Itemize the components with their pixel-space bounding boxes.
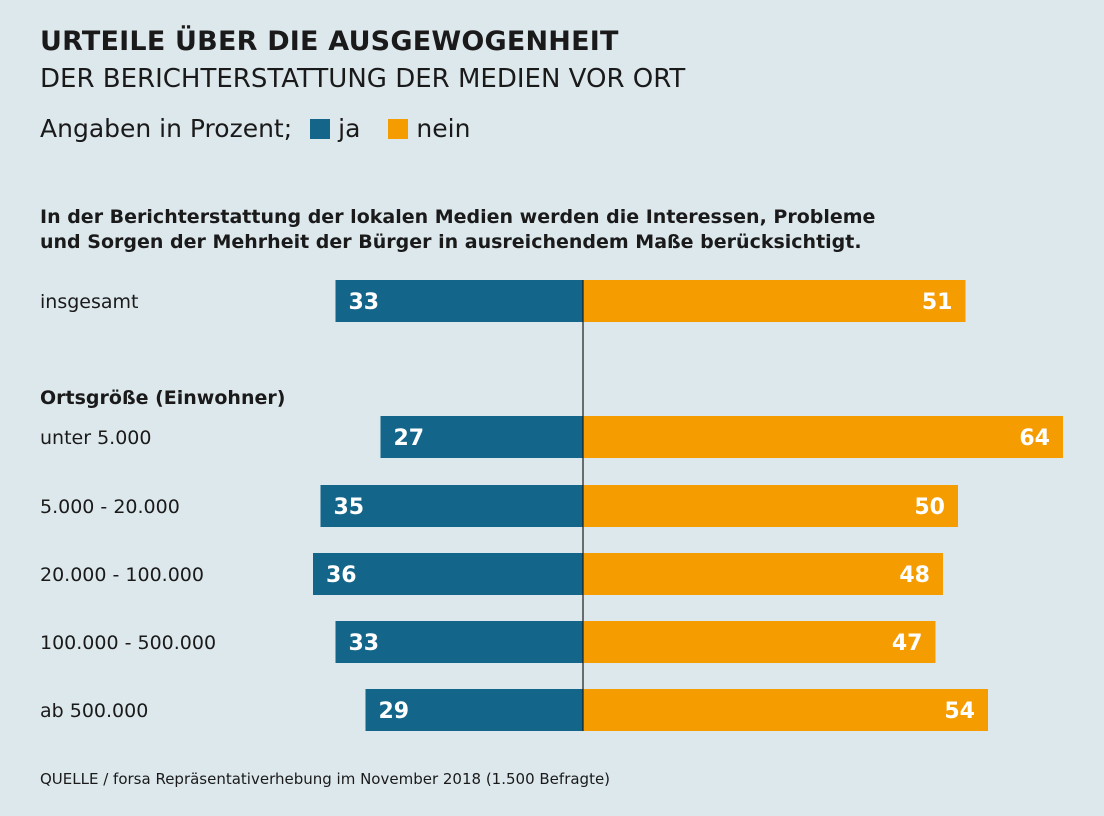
bar-nein (583, 280, 966, 322)
legend-item-nein: nein (388, 114, 470, 143)
data-label-nein: 47 (892, 631, 923, 656)
data-label-nein: 50 (914, 495, 945, 520)
legend-label-ja: ja (338, 114, 361, 143)
row-label: 100.000 - 500.000 (40, 632, 216, 654)
group-heading: Ortsgröße (Einwohner) (40, 387, 285, 409)
data-label-nein: 48 (899, 563, 930, 588)
data-label-nein: 51 (922, 290, 953, 315)
row-label: 20.000 - 100.000 (40, 564, 204, 586)
source-note: QUELLE / forsa Repräsentativerhebung im … (40, 770, 611, 788)
data-label-ja: 33 (349, 631, 380, 656)
data-label-ja: 29 (379, 699, 410, 724)
survey-question-line-1: In der Berichterstattung der lokalen Med… (40, 206, 876, 228)
data-label-ja: 27 (394, 426, 425, 451)
bar-nein (583, 621, 936, 663)
data-label-ja: 35 (334, 495, 365, 520)
survey-question-line-2: und Sorgen der Mehrheit der Bürger in au… (40, 231, 862, 253)
row-label: 5.000 - 20.000 (40, 496, 180, 518)
bar-ja (380, 416, 583, 458)
chart-title: URTEILE ÜBER DIE AUSGEWOGENHEIT (40, 26, 619, 57)
bar-ja (335, 280, 583, 322)
bar-nein (583, 485, 958, 527)
bar-ja (320, 485, 583, 527)
bar-nein (583, 553, 943, 595)
chart-subtitle: DER BERICHTERSTATTUNG DER MEDIEN VOR ORT (40, 64, 686, 94)
data-label-nein: 64 (1019, 426, 1050, 451)
survey-question: In der Berichterstattung der lokalen Med… (40, 205, 940, 255)
data-label-ja: 36 (326, 563, 357, 588)
row-label: insgesamt (40, 291, 138, 313)
legend-prefix: Angaben in Prozent; (40, 114, 293, 143)
row-label: unter 5.000 (40, 427, 151, 449)
bar-ja (335, 621, 583, 663)
legend-label-nein: nein (416, 114, 471, 143)
row-label: ab 500.000 (40, 700, 148, 722)
bar-ja (365, 689, 583, 731)
data-label-ja: 33 (349, 290, 380, 315)
legend-swatch-ja (310, 118, 331, 139)
bar-nein (583, 416, 1063, 458)
bar-nein (583, 689, 988, 731)
legend: Angaben in Prozent; ja nein (40, 114, 470, 143)
legend-item-ja: ja (310, 114, 388, 143)
data-label-nein: 54 (944, 699, 975, 724)
bar-ja (313, 553, 583, 595)
legend-swatch-nein (388, 118, 409, 139)
